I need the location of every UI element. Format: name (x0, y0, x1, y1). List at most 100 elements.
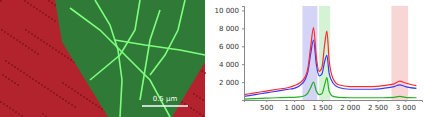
fiber (150, 0, 185, 75)
speck (15, 111, 17, 113)
speck (52, 47, 54, 49)
speck (202, 115, 204, 117)
speck (12, 109, 14, 111)
speck (74, 90, 76, 92)
fiber (140, 10, 160, 100)
speck (31, 33, 33, 35)
speck (14, 82, 16, 84)
speck (68, 102, 70, 104)
speck (53, 92, 55, 94)
speck (45, 115, 47, 117)
speck (14, 66, 16, 68)
speck (1, 29, 3, 31)
speck (193, 109, 195, 111)
speck (80, 94, 82, 96)
tick-mark (242, 10, 244, 11)
speck (47, 88, 49, 90)
speck (77, 92, 79, 94)
speck (3, 103, 5, 105)
tick: 4 000 (219, 61, 244, 69)
map-texture (0, 0, 206, 117)
speck (10, 35, 12, 37)
speck (5, 76, 7, 78)
speck (27, 2, 29, 4)
speck (74, 106, 76, 108)
speck (204, 72, 206, 74)
speck (48, 0, 50, 2)
speck (62, 82, 64, 84)
tick-label: 1 000 (285, 104, 305, 112)
tick-mark (322, 100, 323, 102)
speck (71, 104, 73, 106)
series-line (244, 27, 416, 94)
speck (51, 2, 53, 4)
speck (9, 107, 11, 109)
speck (23, 72, 25, 74)
speck (26, 74, 28, 76)
speck (28, 47, 30, 49)
figure: 0.5 µm5001 0001 5002 0002 5003 0002 0004… (0, 0, 426, 117)
plot-area (244, 6, 416, 100)
tick-mark (378, 100, 379, 102)
tick-label: 2 000 (219, 79, 239, 87)
speck (0, 0, 2, 2)
speck (202, 99, 204, 101)
tick-mark (350, 100, 351, 102)
speck (65, 84, 67, 86)
speck (68, 86, 70, 88)
map: 0.5 µm (0, 0, 206, 117)
speck (43, 41, 45, 43)
chart: 5001 0001 5002 0002 5003 0002 0004 0006 … (215, 6, 423, 112)
speck (62, 98, 64, 100)
speck (8, 62, 10, 64)
tick-mark (242, 28, 244, 29)
tick-label: 2 000 (340, 104, 360, 112)
speck (35, 80, 37, 82)
speck (38, 82, 40, 84)
speck (42, 113, 44, 115)
tick-label: 4 000 (219, 61, 239, 69)
tick-label: 10 000 (215, 7, 240, 15)
tick-mark (242, 46, 244, 47)
green-region (55, 0, 205, 117)
speck (49, 45, 51, 47)
speck (196, 111, 198, 113)
tick-mark (294, 100, 295, 102)
speck (16, 39, 18, 41)
series-line (244, 78, 416, 99)
tick-label: 3 000 (396, 104, 416, 112)
speck (8, 78, 10, 80)
tick: 10 000 (215, 7, 245, 15)
speck (32, 78, 34, 80)
speck (65, 100, 67, 102)
speck (41, 84, 43, 86)
speck (50, 90, 52, 92)
tick: 500 (260, 100, 273, 112)
y-axis: 2 0004 0006 0008 00010 000 (215, 7, 245, 101)
speck (19, 41, 21, 43)
x-axis: 5001 0001 5002 0002 5003 000 (245, 100, 423, 112)
speck (44, 86, 46, 88)
tick-label: 500 (260, 104, 273, 112)
speck (190, 107, 192, 109)
speck (89, 100, 91, 102)
speck (64, 55, 66, 57)
speck (42, 12, 44, 14)
speck (55, 49, 57, 51)
speck (193, 93, 195, 95)
speck (61, 53, 63, 55)
tick: 2 000 (219, 79, 244, 87)
speck (98, 106, 100, 108)
speck (13, 37, 15, 39)
speck (67, 57, 69, 59)
speck (92, 102, 94, 104)
speck (48, 16, 50, 18)
speck (18, 113, 20, 115)
speck (29, 76, 31, 78)
tick-label: 2 500 (368, 104, 388, 112)
speck (20, 70, 22, 72)
tick: 6 000 (219, 43, 244, 51)
speck (70, 59, 72, 61)
axis-line (245, 101, 423, 103)
speck (199, 97, 201, 99)
